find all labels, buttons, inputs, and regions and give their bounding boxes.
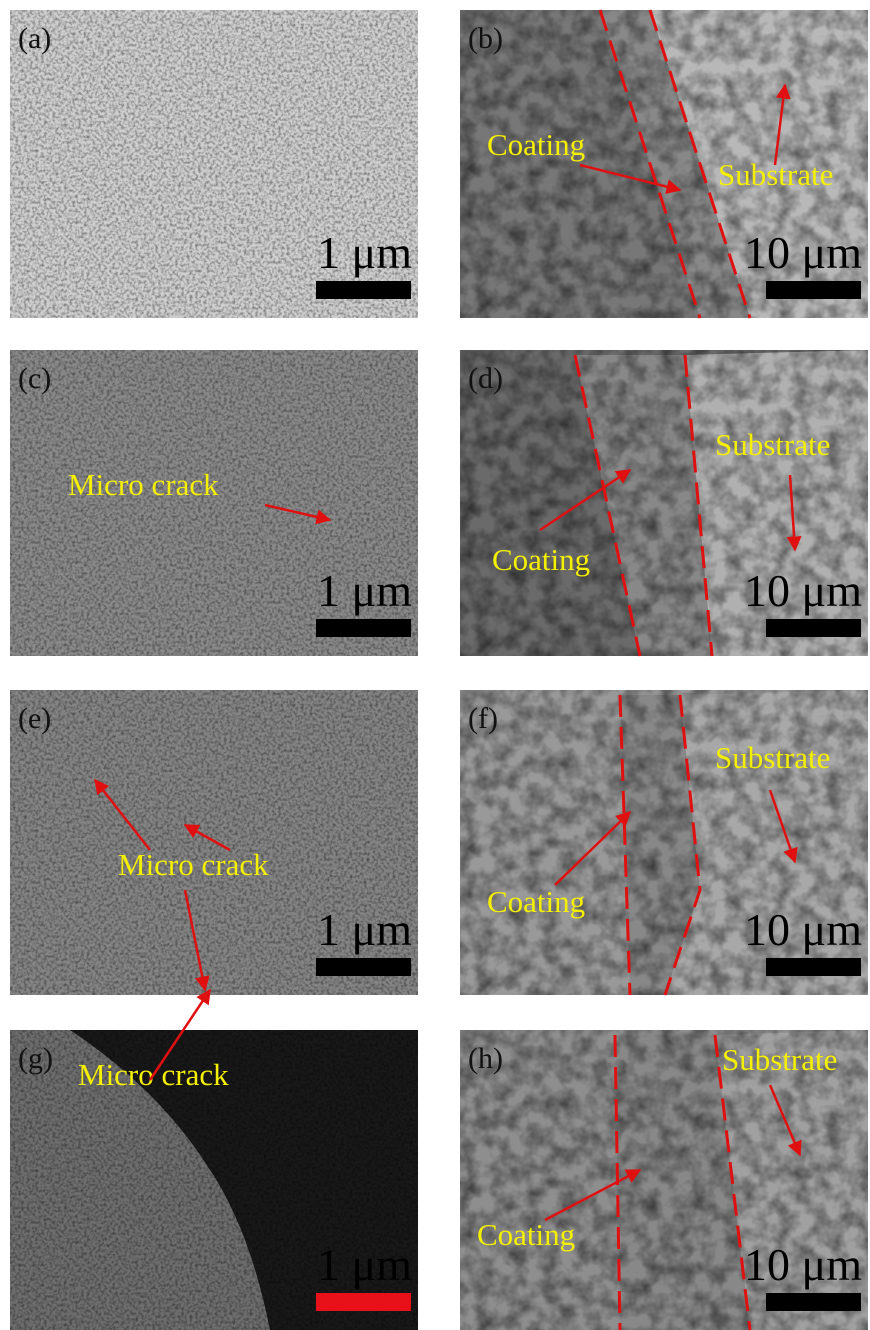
scale-bar [316, 281, 411, 299]
annotation: Coating [477, 1217, 575, 1252]
scale-label: 1 μm [317, 1239, 412, 1290]
scale-label: 10 μm [744, 227, 862, 278]
scale-label: 1 μm [317, 227, 412, 278]
panel-label: (d) [468, 362, 503, 395]
annotation: Substrate [715, 740, 830, 775]
scale-bar [316, 958, 411, 976]
scale-label: 1 μm [317, 904, 412, 955]
scale-bar [766, 619, 861, 637]
panel-label: (e) [18, 702, 51, 735]
scale-bar [766, 958, 861, 976]
panel: (d) 10 μm Substrate Coating [460, 350, 868, 656]
panel-label: (f) [468, 702, 498, 735]
scale-label: 10 μm [744, 1239, 862, 1290]
panel-label: (b) [468, 22, 503, 55]
scale-label: 10 μm [744, 565, 862, 616]
scale-bar [316, 1293, 411, 1311]
panel: (f) 10 μm Substrate Coating [460, 690, 868, 995]
panel: (a) 1 μm [10, 10, 418, 318]
annotation: Coating [487, 884, 585, 919]
annotation: Micro crack [118, 847, 269, 882]
panel-label: (a) [18, 22, 51, 55]
panel: (e) 1 μm Micro crack [10, 690, 418, 995]
scale-label: 10 μm [744, 904, 862, 955]
scale-label: 1 μm [317, 565, 412, 616]
panel: (h) 10 μm Substrate Coating [460, 1030, 868, 1330]
annotation: Coating [487, 127, 585, 162]
figure: (a) 1 μm (b) 10 μm Coating Substrate (c) 1 μm Mi… [0, 0, 870, 1330]
annotation: Substrate [722, 1042, 837, 1077]
annotation: Micro crack [68, 467, 219, 502]
scale-bar [766, 281, 861, 299]
annotation: Coating [492, 542, 590, 577]
annotation: Substrate [715, 427, 830, 462]
panel: (c) 1 μm Micro crack [10, 350, 418, 656]
scale-bar [316, 619, 411, 637]
panel-label: (c) [18, 362, 51, 395]
panel-label: (h) [468, 1042, 503, 1075]
scale-bar [766, 1293, 861, 1311]
panel-label: (g) [18, 1042, 53, 1075]
